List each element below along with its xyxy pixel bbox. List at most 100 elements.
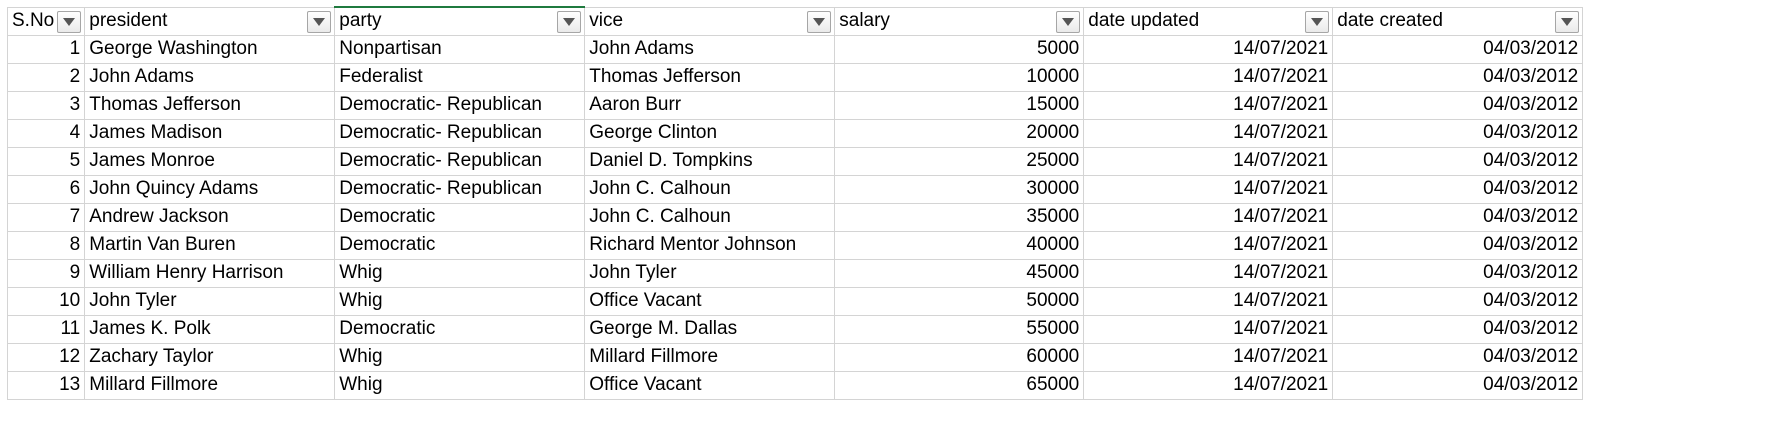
cell-salary[interactable]: 50000 <box>834 286 1085 316</box>
cell-party[interactable]: Democratic <box>334 202 586 232</box>
cell-vice[interactable]: John C. Calhoun <box>584 202 836 232</box>
cell-party[interactable]: Democratic <box>334 314 586 344</box>
cell-party[interactable]: Whig <box>334 342 586 372</box>
cell-president[interactable]: James Monroe <box>84 146 336 176</box>
cell-date-created[interactable]: 04/03/2012 <box>1332 314 1584 344</box>
cell-date-created[interactable]: 04/03/2012 <box>1332 202 1584 232</box>
cell-sno[interactable]: 3 <box>6 90 86 120</box>
cell-date-created[interactable]: 04/03/2012 <box>1332 258 1584 288</box>
cell-date-updated[interactable]: 14/07/2021 <box>1083 314 1334 344</box>
cell-president[interactable]: Zachary Taylor <box>84 342 336 372</box>
header-vice[interactable]: vice <box>584 6 836 36</box>
cell-date-created[interactable]: 04/03/2012 <box>1332 286 1584 316</box>
cell-date-updated[interactable]: 14/07/2021 <box>1083 62 1334 92</box>
cell-date-updated[interactable]: 14/07/2021 <box>1083 286 1334 316</box>
cell-salary[interactable]: 60000 <box>834 342 1085 372</box>
cell-party[interactable]: Democratic <box>334 230 586 260</box>
cell-sno[interactable]: 13 <box>6 370 86 400</box>
header-salary[interactable]: salary <box>834 6 1085 36</box>
cell-president[interactable]: Thomas Jefferson <box>84 90 336 120</box>
cell-date-updated[interactable]: 14/07/2021 <box>1083 118 1334 148</box>
cell-vice[interactable]: John C. Calhoun <box>584 174 836 204</box>
cell-salary[interactable]: 15000 <box>834 90 1085 120</box>
header-party[interactable]: party <box>334 6 586 36</box>
cell-vice[interactable]: Aaron Burr <box>584 90 836 120</box>
cell-date-updated[interactable]: 14/07/2021 <box>1083 230 1334 260</box>
cell-salary[interactable]: 20000 <box>834 118 1085 148</box>
cell-salary[interactable]: 55000 <box>834 314 1085 344</box>
cell-salary[interactable]: 40000 <box>834 230 1085 260</box>
cell-sno[interactable]: 11 <box>6 314 86 344</box>
cell-sno[interactable]: 10 <box>6 286 86 316</box>
cell-date-updated[interactable]: 14/07/2021 <box>1083 258 1334 288</box>
cell-vice[interactable]: Office Vacant <box>584 370 836 400</box>
cell-salary[interactable]: 30000 <box>834 174 1085 204</box>
cell-date-created[interactable]: 04/03/2012 <box>1332 230 1584 260</box>
filter-dropdown-button[interactable] <box>57 10 82 33</box>
cell-party[interactable]: Democratic- Republican <box>334 174 586 204</box>
cell-salary[interactable]: 65000 <box>834 370 1085 400</box>
cell-sno[interactable]: 8 <box>6 230 86 260</box>
cell-president[interactable]: George Washington <box>84 34 336 64</box>
cell-vice[interactable]: John Adams <box>584 34 836 64</box>
cell-date-updated[interactable]: 14/07/2021 <box>1083 174 1334 204</box>
cell-president[interactable]: John Quincy Adams <box>84 174 336 204</box>
cell-president[interactable]: John Tyler <box>84 286 336 316</box>
cell-salary[interactable]: 35000 <box>834 202 1085 232</box>
cell-sno[interactable]: 9 <box>6 258 86 288</box>
filter-dropdown-button[interactable] <box>307 10 332 33</box>
header-date-updated[interactable]: date updated <box>1083 6 1334 36</box>
cell-president[interactable]: Millard Fillmore <box>84 370 336 400</box>
filter-dropdown-button[interactable] <box>807 10 832 33</box>
cell-sno[interactable]: 6 <box>6 174 86 204</box>
cell-president[interactable]: James K. Polk <box>84 314 336 344</box>
cell-vice[interactable]: Richard Mentor Johnson <box>584 230 836 260</box>
cell-vice[interactable]: Daniel D. Tompkins <box>584 146 836 176</box>
cell-president[interactable]: James Madison <box>84 118 336 148</box>
cell-date-updated[interactable]: 14/07/2021 <box>1083 146 1334 176</box>
cell-party[interactable]: Nonpartisan <box>334 34 586 64</box>
cell-party[interactable]: Whig <box>334 286 586 316</box>
cell-vice[interactable]: Thomas Jefferson <box>584 62 836 92</box>
cell-vice[interactable]: John Tyler <box>584 258 836 288</box>
cell-vice[interactable]: George Clinton <box>584 118 836 148</box>
cell-date-created[interactable]: 04/03/2012 <box>1332 34 1584 64</box>
cell-date-created[interactable]: 04/03/2012 <box>1332 342 1584 372</box>
cell-president[interactable]: Andrew Jackson <box>84 202 336 232</box>
cell-vice[interactable]: Millard Fillmore <box>584 342 836 372</box>
cell-sno[interactable]: 7 <box>6 202 86 232</box>
cell-date-created[interactable]: 04/03/2012 <box>1332 90 1584 120</box>
cell-date-updated[interactable]: 14/07/2021 <box>1083 342 1334 372</box>
cell-date-updated[interactable]: 14/07/2021 <box>1083 90 1334 120</box>
header-president[interactable]: president <box>84 6 336 36</box>
cell-date-created[interactable]: 04/03/2012 <box>1332 174 1584 204</box>
cell-president[interactable]: William Henry Harrison <box>84 258 336 288</box>
cell-date-created[interactable]: 04/03/2012 <box>1332 62 1584 92</box>
cell-date-updated[interactable]: 14/07/2021 <box>1083 370 1334 400</box>
header-date-created[interactable]: date created <box>1332 6 1584 36</box>
cell-salary[interactable]: 10000 <box>834 62 1085 92</box>
cell-president[interactable]: Martin Van Buren <box>84 230 336 260</box>
cell-salary[interactable]: 5000 <box>834 34 1085 64</box>
filter-dropdown-button[interactable] <box>1305 10 1330 33</box>
cell-party[interactable]: Whig <box>334 370 586 400</box>
cell-date-created[interactable]: 04/03/2012 <box>1332 146 1584 176</box>
filter-dropdown-button[interactable] <box>557 11 582 33</box>
cell-sno[interactable]: 5 <box>6 146 86 176</box>
cell-date-updated[interactable]: 14/07/2021 <box>1083 34 1334 64</box>
cell-date-created[interactable]: 04/03/2012 <box>1332 118 1584 148</box>
cell-party[interactable]: Democratic- Republican <box>334 118 586 148</box>
cell-sno[interactable]: 1 <box>6 34 86 64</box>
cell-vice[interactable]: George M. Dallas <box>584 314 836 344</box>
cell-salary[interactable]: 25000 <box>834 146 1085 176</box>
cell-date-created[interactable]: 04/03/2012 <box>1332 370 1584 400</box>
filter-dropdown-button[interactable] <box>1056 10 1081 33</box>
cell-vice[interactable]: Office Vacant <box>584 286 836 316</box>
cell-salary[interactable]: 45000 <box>834 258 1085 288</box>
cell-party[interactable]: Federalist <box>334 62 586 92</box>
cell-date-updated[interactable]: 14/07/2021 <box>1083 202 1334 232</box>
filter-dropdown-button[interactable] <box>1555 10 1580 33</box>
cell-sno[interactable]: 12 <box>6 342 86 372</box>
cell-party[interactable]: Democratic- Republican <box>334 90 586 120</box>
cell-sno[interactable]: 4 <box>6 118 86 148</box>
